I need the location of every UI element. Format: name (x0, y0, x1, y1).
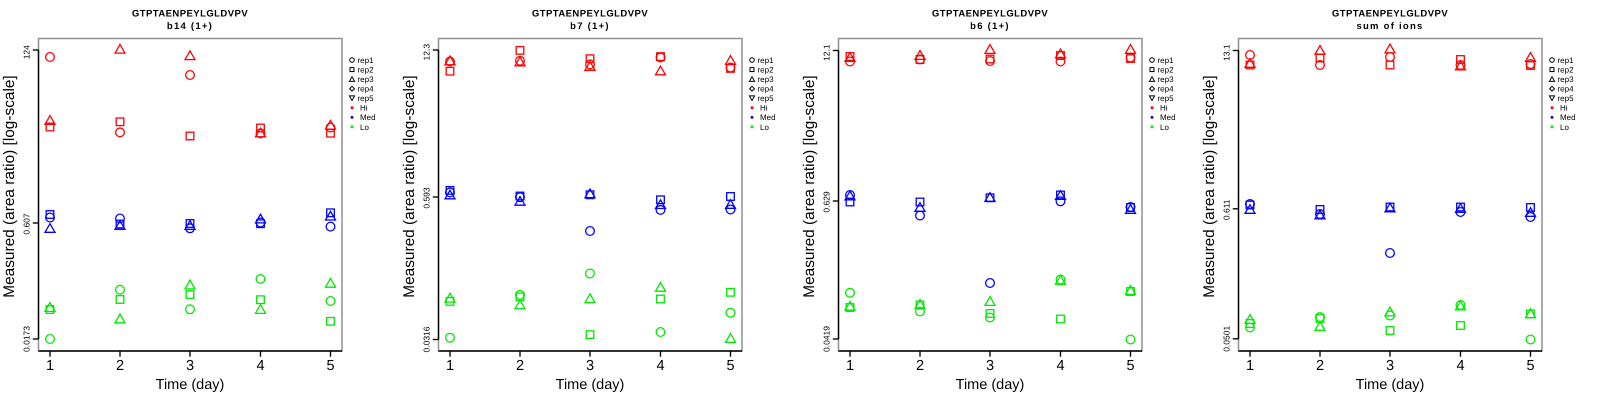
svg-text:GTPTAENPEYLGLDVPV: GTPTAENPEYLGLDVPV (1332, 9, 1448, 20)
svg-text:1: 1 (46, 358, 54, 374)
svg-text:Hi: Hi (760, 104, 768, 113)
svg-text:Measured (area ratio) [log-sca: Measured (area ratio) [log-scale] (801, 75, 818, 297)
svg-text:b6 (1+): b6 (1+) (970, 21, 1010, 32)
svg-text:Time (day): Time (day) (556, 377, 625, 393)
svg-text:2: 2 (1316, 358, 1324, 374)
svg-text:0.0173: 0.0173 (22, 326, 32, 352)
svg-text:12.3: 12.3 (422, 44, 432, 61)
svg-text:rep1: rep1 (758, 56, 775, 65)
svg-text:Hi: Hi (1560, 104, 1568, 113)
svg-text:2: 2 (116, 358, 124, 374)
svg-text:rep1: rep1 (1558, 56, 1575, 65)
svg-text:0.629: 0.629 (822, 191, 832, 213)
svg-text:rep4: rep4 (1158, 85, 1175, 94)
svg-text:Med: Med (360, 113, 376, 122)
svg-text:124: 124 (22, 45, 32, 59)
svg-text:rep3: rep3 (1158, 75, 1175, 84)
svg-text:rep5: rep5 (358, 94, 375, 103)
svg-text:3: 3 (1386, 358, 1394, 374)
svg-text:0.0316: 0.0316 (422, 326, 432, 352)
svg-text:5: 5 (1126, 358, 1134, 374)
svg-text:Hi: Hi (360, 104, 368, 113)
svg-text:rep2: rep2 (1158, 65, 1175, 74)
svg-text:rep1: rep1 (1158, 56, 1175, 65)
svg-text:5: 5 (726, 358, 734, 374)
svg-text:1: 1 (446, 358, 454, 374)
svg-text:rep5: rep5 (1558, 94, 1575, 103)
svg-text:Measured (area ratio) [log-sca: Measured (area ratio) [log-scale] (401, 75, 418, 297)
svg-text:rep3: rep3 (358, 75, 375, 84)
svg-text:0.593: 0.593 (422, 187, 432, 209)
svg-text:1: 1 (846, 358, 854, 374)
svg-text:rep4: rep4 (758, 85, 775, 94)
svg-text:5: 5 (1526, 358, 1534, 374)
svg-text:GTPTAENPEYLGLDVPV: GTPTAENPEYLGLDVPV (132, 9, 248, 20)
svg-text:rep1: rep1 (358, 56, 375, 65)
svg-text:sum of ions: sum of ions (1356, 21, 1423, 32)
svg-text:12.1: 12.1 (822, 44, 832, 61)
svg-text:Measured (area ratio) [log-sca: Measured (area ratio) [log-scale] (1, 75, 18, 297)
svg-text:5: 5 (326, 358, 334, 374)
svg-text:Lo: Lo (360, 123, 369, 132)
svg-text:Med: Med (1160, 113, 1176, 122)
svg-text:3: 3 (586, 358, 594, 374)
svg-text:rep4: rep4 (1558, 85, 1575, 94)
svg-text:4: 4 (656, 358, 664, 374)
svg-text:Lo: Lo (1160, 123, 1169, 132)
svg-text:0.0419: 0.0419 (822, 326, 832, 352)
svg-text:b7 (1+): b7 (1+) (570, 21, 610, 32)
svg-text:4: 4 (1456, 358, 1464, 374)
svg-text:b14 (1+): b14 (1+) (167, 21, 213, 32)
svg-text:rep3: rep3 (1558, 75, 1575, 84)
svg-text:0.607: 0.607 (22, 213, 32, 235)
svg-text:GTPTAENPEYLGLDVPV: GTPTAENPEYLGLDVPV (532, 9, 648, 20)
svg-text:4: 4 (1056, 358, 1064, 374)
svg-text:Hi: Hi (1160, 104, 1168, 113)
svg-text:rep3: rep3 (758, 75, 775, 84)
svg-text:rep2: rep2 (758, 65, 775, 74)
svg-text:rep2: rep2 (1558, 65, 1575, 74)
svg-text:Lo: Lo (1560, 123, 1569, 132)
svg-text:Lo: Lo (760, 123, 769, 132)
svg-text:rep4: rep4 (358, 85, 375, 94)
svg-text:4: 4 (256, 358, 264, 374)
svg-text:3: 3 (186, 358, 194, 374)
svg-text:Time (day): Time (day) (156, 377, 225, 393)
svg-text:3: 3 (986, 358, 994, 374)
svg-text:0.611: 0.611 (1222, 199, 1232, 220)
svg-text:rep2: rep2 (358, 65, 375, 74)
svg-text:0.0501: 0.0501 (1222, 326, 1232, 352)
svg-text:Measured (area ratio) [log-sca: Measured (area ratio) [log-scale] (1201, 75, 1218, 297)
svg-text:1: 1 (1246, 358, 1254, 374)
svg-text:2: 2 (916, 358, 924, 374)
svg-text:Time (day): Time (day) (956, 377, 1025, 393)
svg-text:Med: Med (1560, 113, 1576, 122)
svg-text:GTPTAENPEYLGLDVPV: GTPTAENPEYLGLDVPV (932, 9, 1048, 20)
svg-text:Med: Med (760, 113, 776, 122)
svg-text:rep5: rep5 (758, 94, 775, 103)
svg-text:2: 2 (516, 358, 524, 374)
svg-text:13.1: 13.1 (1222, 44, 1232, 61)
svg-text:Time (day): Time (day) (1356, 377, 1425, 393)
svg-text:rep5: rep5 (1158, 94, 1175, 103)
